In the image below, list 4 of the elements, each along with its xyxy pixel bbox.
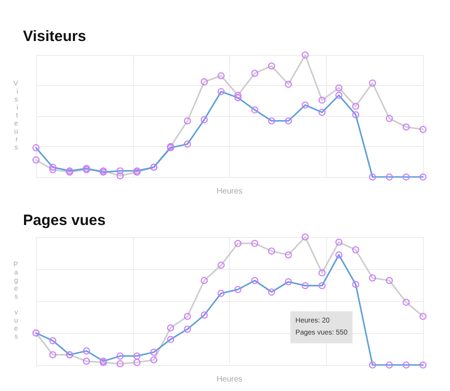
chart-title: Pages vues (23, 212, 106, 229)
x-axis-title: Heures (216, 374, 242, 384)
chart-title: Visiteurs (23, 28, 86, 45)
x-axis-title: Heures (216, 186, 242, 196)
